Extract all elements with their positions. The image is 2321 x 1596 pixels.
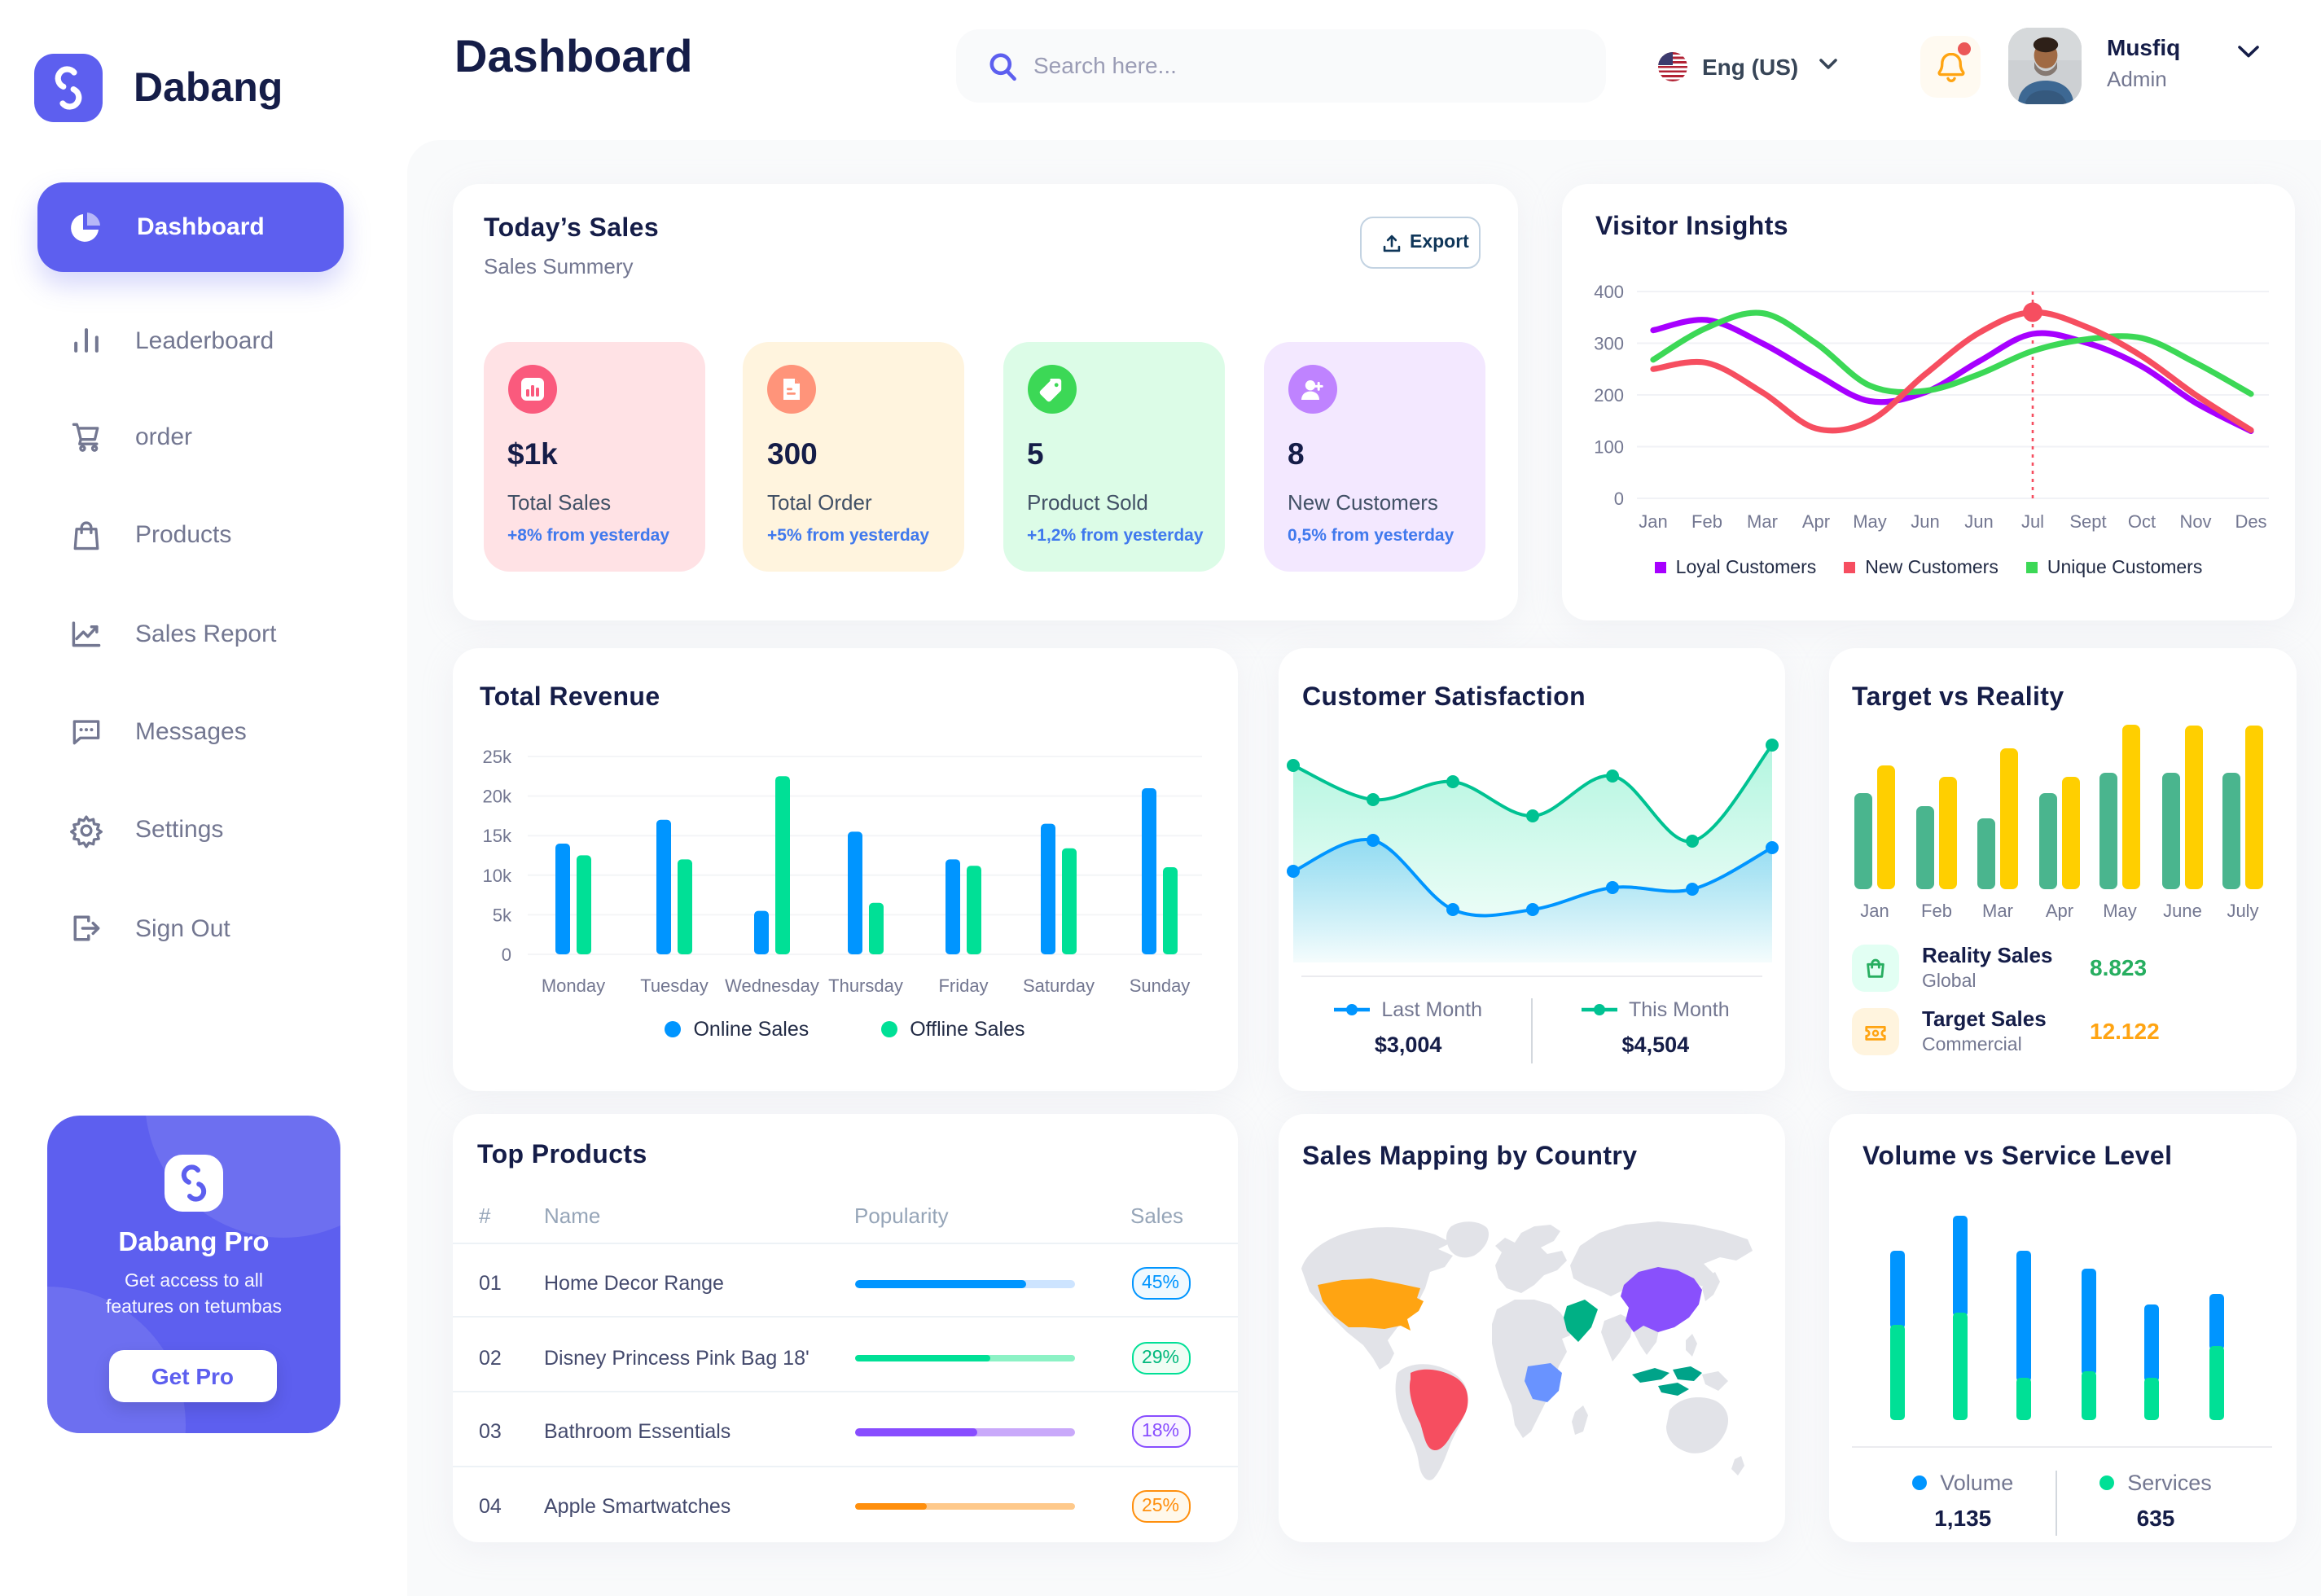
svg-text:15k: 15k bbox=[482, 825, 511, 845]
svg-text:Nov: Nov bbox=[2179, 511, 2211, 531]
svg-text:25k: 25k bbox=[482, 746, 511, 766]
svg-text:Mar: Mar bbox=[1747, 511, 1778, 531]
svg-text:Tuesday: Tuesday bbox=[639, 975, 708, 995]
svg-text:July: July bbox=[2227, 900, 2258, 920]
svg-text:Sunday: Sunday bbox=[1129, 975, 1190, 995]
svg-text:Oct: Oct bbox=[2128, 511, 2156, 531]
svg-text:June: June bbox=[2163, 900, 2202, 920]
svg-text:10k: 10k bbox=[482, 865, 511, 885]
svg-text:Sept: Sept bbox=[2069, 511, 2106, 531]
svg-text:200: 200 bbox=[1594, 384, 1624, 405]
svg-text:0: 0 bbox=[1614, 488, 1624, 508]
svg-text:May: May bbox=[2103, 900, 2137, 920]
svg-text:5k: 5k bbox=[492, 904, 511, 924]
svg-text:Jul: Jul bbox=[2021, 511, 2044, 531]
svg-text:Des: Des bbox=[2235, 511, 2266, 531]
svg-text:Feb: Feb bbox=[1691, 511, 1722, 531]
svg-text:Jan: Jan bbox=[1860, 900, 1889, 920]
svg-text:300: 300 bbox=[1594, 332, 1624, 353]
svg-text:Mar: Mar bbox=[1982, 900, 2013, 920]
svg-text:Jun: Jun bbox=[1964, 511, 1993, 531]
svg-text:Feb: Feb bbox=[1921, 900, 1952, 920]
svg-text:Wednesday: Wednesday bbox=[724, 975, 818, 995]
svg-text:Apr: Apr bbox=[1802, 511, 1830, 531]
svg-text:0: 0 bbox=[501, 944, 511, 964]
svg-text:20k: 20k bbox=[482, 786, 511, 806]
svg-text:Friday: Friday bbox=[937, 975, 987, 995]
svg-text:Thursday: Thursday bbox=[827, 975, 902, 995]
svg-text:400: 400 bbox=[1594, 281, 1624, 301]
svg-text:May: May bbox=[1853, 511, 1887, 531]
svg-text:Jan: Jan bbox=[1639, 511, 1667, 531]
svg-text:Apr: Apr bbox=[2046, 900, 2073, 920]
svg-text:Monday: Monday bbox=[541, 975, 604, 995]
svg-text:100: 100 bbox=[1594, 436, 1624, 456]
svg-text:Saturday: Saturday bbox=[1022, 975, 1094, 995]
svg-text:Jun: Jun bbox=[1911, 511, 1939, 531]
